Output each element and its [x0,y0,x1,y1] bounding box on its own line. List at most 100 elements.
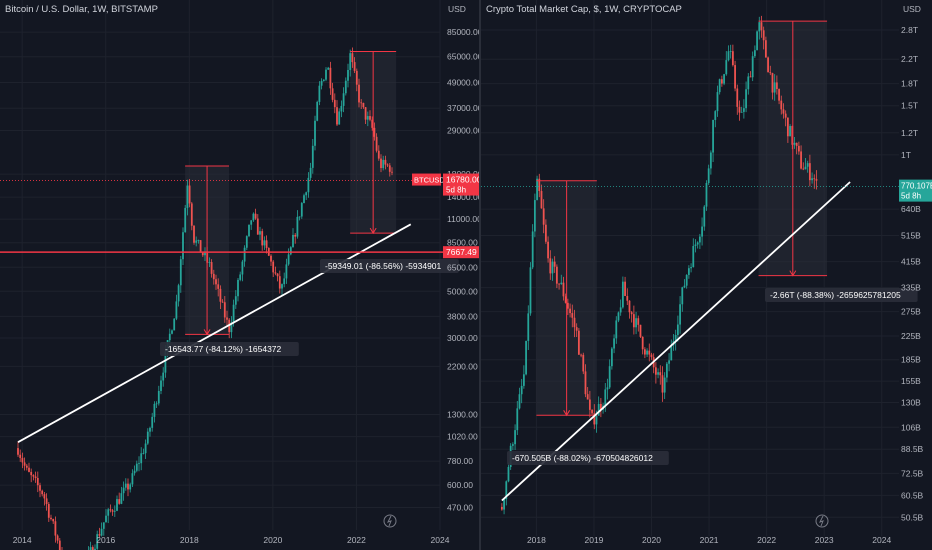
candle-body [617,312,620,321]
candle-body [195,240,198,243]
candle-body [162,372,165,381]
candle-body [91,547,94,550]
support-price-tag: 7667.49 [443,246,479,259]
candle-body [544,224,547,242]
candle-body [597,403,600,416]
lightning-icon-ring [383,514,397,528]
x-tick-label: 2018 [527,535,546,545]
measure-label: -16543.77 (-84.12%) -1654372 [160,342,299,356]
y-tick-label: 2.2T [901,54,918,64]
candle-body [813,178,816,180]
candle-body [703,206,706,227]
total-cap-chart-panel[interactable]: -670.505B (-88.02%) -670504826012 -2.66T … [481,0,932,550]
candle-body [32,475,35,477]
candle-body [716,92,719,112]
candle-body [232,304,235,323]
btc-chart-canvas[interactable]: -16543.77 (-84.12%) -1654372 -59349.01 (-… [0,0,479,550]
candle-body [175,301,178,319]
candle-body [685,274,688,286]
candle-body [698,236,701,243]
candle-body [681,287,684,305]
candle-body [778,89,780,101]
candle-body [694,244,697,247]
candle-body [89,547,92,550]
candle-body [549,258,552,274]
y-tick-label: 2.8T [901,25,918,35]
candle-body [320,81,323,86]
candle-body [690,267,692,269]
candle-body [298,216,301,218]
candle-body [683,285,686,288]
candle-body [109,509,112,511]
candle-body [274,272,277,274]
candle-body [223,302,226,318]
candle-body [529,267,532,314]
candle-body [643,349,646,355]
x-tick-label: 2022 [757,535,776,545]
lightning-icon-bolt [387,515,392,527]
y-tick-label: 1300.00 [447,409,478,419]
candle-body [111,510,114,512]
candle-body [712,119,714,153]
candle-body [355,70,358,85]
current-value-box [899,179,932,202]
candle-body [692,246,695,268]
candle-body [45,498,48,504]
measure-arrowhead [203,329,211,336]
candle-body [630,312,633,315]
candle-body [789,126,791,137]
candle-body [217,284,220,289]
measure-label-box [160,342,299,356]
candle-body [731,51,734,66]
btc-chart-panel[interactable]: -16543.77 (-84.12%) -1654372 -59349.01 (-… [0,0,479,550]
measure-label-box [507,451,669,465]
candle-body [155,403,158,405]
measure-arrowhead [563,410,571,417]
total-cap-chart-canvas[interactable]: -670.505B (-88.02%) -670504826012 -2.66T … [481,0,932,550]
candle-body [23,462,26,466]
panel-divider[interactable] [479,0,481,550]
candle-body [226,317,228,320]
candle-body [140,453,143,464]
candle-body [791,126,794,145]
candle-body [349,53,352,70]
candle-body [756,31,758,51]
y-tick-label: 415B [901,257,921,267]
candle-body [723,74,725,84]
candle-body [344,80,347,94]
measure-label: -59349.01 (-86.56%) -5934901 [320,259,459,273]
candle-body [36,478,39,486]
candle-body [338,111,341,125]
candle-body [632,314,635,328]
candle-body [553,261,556,267]
y-tick-label: 65000.00 [447,52,479,62]
candle-body [102,522,105,529]
candle-body [252,213,255,221]
candle-body [160,380,162,391]
candle-body [769,72,772,74]
candle-body [615,320,618,339]
candle-body [668,360,670,364]
candle-body [555,266,558,284]
candle-body [164,351,167,373]
candle-body [815,179,818,181]
candle-body [333,99,336,108]
y-tick-label: 600.00 [447,480,473,490]
candle-body [780,100,783,110]
candle-body [364,107,367,120]
y-tick-label: 5000.00 [447,286,478,296]
lightning-icon [815,514,829,528]
candle-body [569,308,571,314]
candle-body [588,399,591,410]
support-price-tag-text: 7667.49 [446,247,477,257]
candle-body [786,117,789,137]
candle-body [566,302,569,309]
measure-label-box [320,259,459,273]
y-tick-label: 60.5B [901,490,924,500]
candle-body [804,166,807,170]
candle-body [263,240,266,246]
candle-body [179,259,182,286]
candle-body [285,264,288,279]
x-tick-label: 2020 [642,535,661,545]
